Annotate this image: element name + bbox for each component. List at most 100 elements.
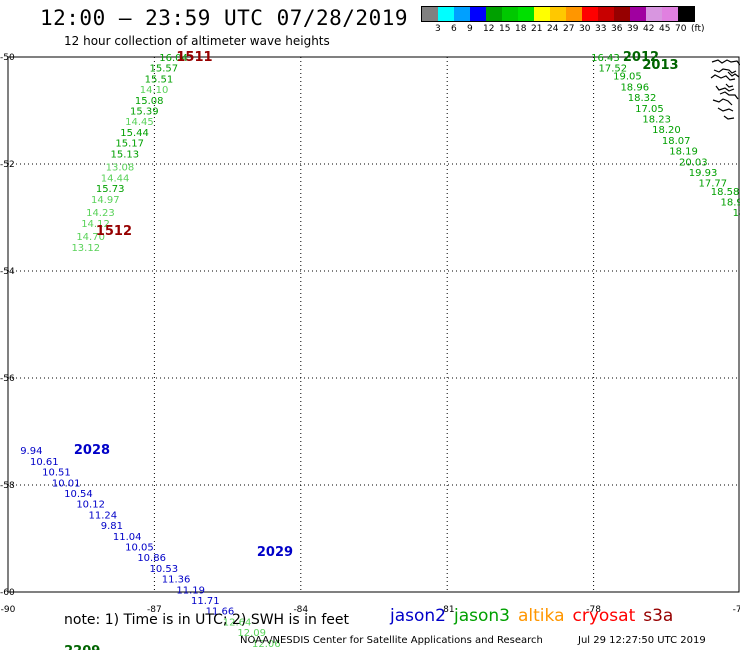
swh-point-label: 15.51 [145, 74, 174, 85]
swh-point-label: 14.97 [91, 195, 120, 206]
legend-label: 18 [515, 24, 527, 34]
swh-point-label: 11.04 [113, 532, 142, 543]
legend-label: 12 [483, 24, 495, 34]
swh-point-label: 18.32 [628, 93, 657, 104]
legend-labels: 3 6 9 12 15 18 21 24 27 30 33 36 39 42 45 70 (ft) [421, 24, 705, 36]
legend-color-box [582, 7, 598, 21]
pass-time-label: 2029 [257, 545, 293, 560]
legend-color-box [598, 7, 614, 21]
coastline-segment [713, 68, 737, 74]
legend-label: 30 [579, 24, 591, 34]
swh-point-label: 9.94 [20, 446, 42, 457]
legend-label: 36 [611, 24, 623, 34]
color-legend: 3 6 9 12 15 18 21 24 27 30 33 36 39 42 45 70 (ft) [421, 6, 705, 36]
swh-point-label: 18.23 [642, 115, 671, 126]
y-tick-label: -60 [0, 588, 15, 598]
legend-label: 15 [499, 24, 511, 34]
footer-note: note: 1) Time is in UTC; 2) SWH is in fe… [64, 612, 350, 628]
satellite-legend-item: altika [518, 606, 565, 626]
legend-color-box [614, 7, 630, 21]
swh-point-label: 14.12 [81, 219, 110, 230]
swh-point-label: 11.19 [176, 585, 205, 596]
swh-point-label: 15.44 [120, 128, 149, 139]
coastline-segment [715, 85, 735, 92]
swh-point-label: 12.09 [237, 628, 266, 639]
swh-point-label: 18.20 [652, 125, 681, 136]
legend-label: 24 [547, 24, 559, 34]
swh-point-label: 14.23 [86, 208, 115, 219]
credit-timestamp: Jul 29 12:27:50 UTC 2019 [578, 635, 706, 646]
legend-label: 70 [675, 24, 687, 34]
swh-point-label: 10.54 [64, 489, 93, 500]
swh-point-label: 14.70 [76, 232, 105, 243]
y-tick-label: -50 [0, 53, 15, 63]
x-tick-label: -81 [440, 605, 455, 615]
legend-label: 3 [435, 24, 441, 34]
swh-point-label: 10.12 [76, 500, 105, 511]
page-title: 12:00 – 23:59 UTC 07/28/2019 [40, 6, 409, 30]
swh-point-label: 18.07 [662, 136, 691, 147]
swh-point-label: 14.44 [101, 173, 130, 184]
legend-label: 42 [643, 24, 655, 34]
pass-time-label: 1511 [176, 50, 212, 65]
x-tick-label: -78 [586, 605, 601, 615]
swh-point-label: 14.45 [125, 117, 154, 128]
coastline [710, 59, 740, 120]
legend-color-box [486, 7, 502, 21]
swh-point-label: 11.24 [89, 510, 118, 521]
swh-point-label: 20.03 [679, 157, 708, 168]
satellite-legend-item: s3a [643, 606, 674, 626]
legend-color-box [470, 7, 486, 21]
swh-point-label: 18 [733, 208, 740, 219]
legend-color-box [502, 7, 518, 21]
legend-label: (ft) [691, 24, 705, 34]
coastline-segment [710, 74, 736, 81]
coastline-segment [719, 91, 739, 100]
map-grid [7, 56, 740, 593]
swh-point-label: 16.04 [159, 53, 188, 64]
pass-time-label: 2209 [64, 644, 100, 650]
legend-color-boxes [421, 6, 695, 22]
swh-point-label: 10.51 [42, 468, 71, 479]
swh-point-label: 18.9 [720, 197, 740, 208]
swh-point-label: 10.53 [150, 564, 179, 575]
y-tick-label: -56 [0, 374, 15, 384]
swh-point-label: 14.10 [140, 85, 169, 96]
swh-point-label: 15.73 [96, 184, 125, 195]
swh-point-label: 10.86 [137, 553, 166, 564]
legend-color-box [422, 7, 438, 21]
page-subtitle: 12 hour collection of altimeter wave hei… [64, 34, 330, 48]
swh-point-label: 12.06 [252, 639, 281, 650]
swh-point-label: 15.13 [110, 149, 139, 160]
legend-label: 6 [451, 24, 457, 34]
legend-label: 21 [531, 24, 543, 34]
map-frame [7, 56, 740, 593]
swh-point-label: 19.05 [613, 72, 642, 83]
pass-time-label: 2028 [74, 443, 110, 458]
satellite-legend-item: cryosat [572, 606, 636, 626]
legend-color-box [534, 7, 550, 21]
legend-color-box [566, 7, 582, 21]
pass-time-label: 2013 [642, 58, 678, 73]
y-tick-label: -52 [0, 160, 15, 170]
satellite-legend: jason2 jason3 altika cryosat s3a [390, 606, 681, 626]
legend-label: 9 [467, 24, 473, 34]
credit-text: NOAA/NESDIS Center for Satellite Applica… [240, 635, 543, 646]
swh-point-label: 15.17 [115, 139, 144, 150]
swh-point-label: 17.05 [635, 104, 664, 115]
swh-point-label: 18.96 [620, 82, 649, 93]
swh-point-label: 15.39 [130, 107, 159, 118]
x-tick-label: -90 [1, 605, 16, 615]
swh-point-label: 10.01 [52, 478, 81, 489]
coastline-segment [717, 107, 734, 112]
satellite-legend-item: jason2 [390, 606, 446, 626]
swh-point-label: 13.12 [71, 243, 100, 254]
legend-color-box [678, 7, 694, 21]
swh-point-label: 12.64 [223, 617, 252, 628]
swh-point-label: 16.43 [591, 53, 620, 64]
legend-color-box [630, 7, 646, 21]
swh-point-label: 11.66 [206, 607, 235, 618]
legend-color-box [646, 7, 662, 21]
legend-color-box [662, 7, 678, 21]
